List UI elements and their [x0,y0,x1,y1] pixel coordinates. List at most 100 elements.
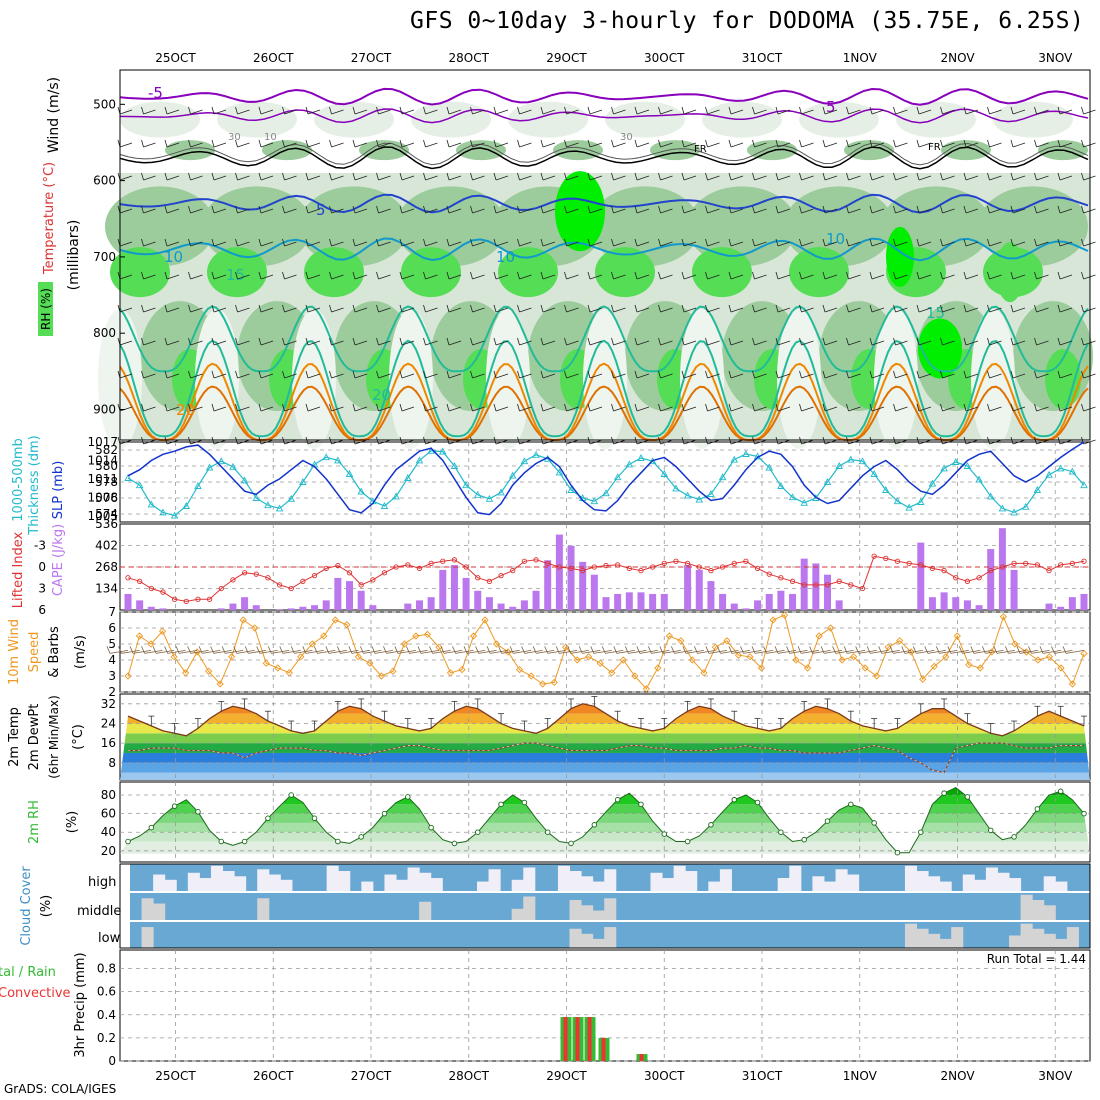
wind-barb-flag [423,238,426,247]
cloud-mid-bar [141,898,154,920]
wind-barb-flag [1081,370,1084,379]
wind-10m-barb [443,650,463,654]
dewpt2m-axis-label: 2m DewPt [27,704,42,771]
wind-barb [143,208,156,214]
cloud-high-bar [268,874,281,891]
top-date-label: 30OCT [644,51,685,65]
lifted-index-point [708,567,714,574]
wind-barb [448,307,462,313]
contour-label: 10 [164,248,183,266]
wind-barb-flag [916,106,920,115]
wind-barb-flag [634,271,638,280]
wind-barb [354,175,368,181]
wind-barb-flag [893,238,896,247]
cape-bar [754,600,762,610]
cloud-high-label: high [88,875,116,890]
contour-label: 5 [316,201,326,219]
wind-barb [237,274,250,280]
cloud-mid-bar [511,908,524,920]
lifted-index-point [311,572,318,579]
wind-tick-label: 5 [108,637,116,651]
wind-10m-barb [455,650,474,654]
wind-barb-flag [916,370,920,379]
cloud-mid-bar [592,910,605,920]
wind-barb [260,142,274,148]
wind-barb [754,109,767,115]
wind-barb-flag [799,172,802,181]
lifted-index-point [929,565,936,572]
wind-barb [143,241,156,247]
wind-speed-point [769,616,777,624]
thickness-tick-label: 582 [95,443,118,457]
wind-barb-flag [799,304,802,313]
wind-barb-flag [164,172,168,181]
wind-barb [1059,175,1073,181]
rh-shade [304,247,364,298]
cape-bar [229,603,237,610]
wind-barb-flag [658,106,661,115]
cloud-mid-bar [604,898,617,920]
rh-band [120,822,1090,833]
wind-barb-flag [540,106,544,115]
wind-10m-barb-flag [336,646,341,654]
wind-barb-flag [188,403,191,412]
cape-bar [952,597,960,610]
wind-barb [824,340,838,346]
wind-barb [495,109,509,115]
wind-10m-barb [109,650,129,654]
wind-barb-flag [352,172,356,181]
wind-speed-point [343,621,351,629]
rh-2m-point [1081,810,1087,817]
contour-label: FR [928,142,941,153]
precip-total-label: tal / Rain [0,965,56,980]
wind-barb [660,340,673,346]
wind-barb [260,274,274,280]
wind-speed-point [550,678,558,687]
thickness-point [345,470,354,477]
rh-2m-point [754,799,761,806]
wind-10m-barb [559,650,578,654]
cape-bar [649,593,657,610]
wind-10m-barb [616,650,635,654]
wind-barb-flag [987,403,990,412]
cape-bar [241,597,249,610]
wind-barb [942,208,955,214]
wind-10m-barb [259,650,278,654]
lifted-index-point [358,582,364,588]
wind-barb-flag [634,205,638,214]
wind-barb-flag [587,238,591,247]
wind-barb-flag [376,172,379,181]
rh-band [120,795,1090,805]
wind-barb-flag [681,139,685,148]
wind-barb-flag [752,370,755,379]
wind-barb [519,175,532,181]
wind-barb [1059,406,1073,412]
thickness-point [951,458,960,465]
cloud-mid-bar [419,901,432,920]
wind-barb [895,109,908,115]
wind-speed-point [723,637,731,645]
wind-barb-flag [822,205,826,214]
cloud-high-bar [234,876,247,891]
wind-10m-barb-flag [982,646,986,654]
rh-shade [202,186,312,267]
rh-fill-bands [120,787,1090,854]
wind-barb-flag [188,172,191,181]
wind-barb [918,208,932,214]
wind-barb [707,208,720,214]
wind-barb-flag [1034,106,1037,115]
wind-10m-barb-flag [797,646,802,654]
thickness-point [170,511,179,519]
temp-contour-minus5b [119,108,1089,124]
wind-barb [166,406,180,412]
wind-10m-barb-flag [383,646,387,654]
wind-barb [401,274,415,280]
lifted-index-point [475,575,481,581]
wind-barb-flag [305,304,309,313]
wind-barb-flag [470,172,473,181]
cloud-axis-label: Cloud Cover [19,866,34,946]
wind-barb-flag [211,238,215,247]
lifted-index-point [440,558,446,564]
wind-10m-barb [962,650,981,654]
